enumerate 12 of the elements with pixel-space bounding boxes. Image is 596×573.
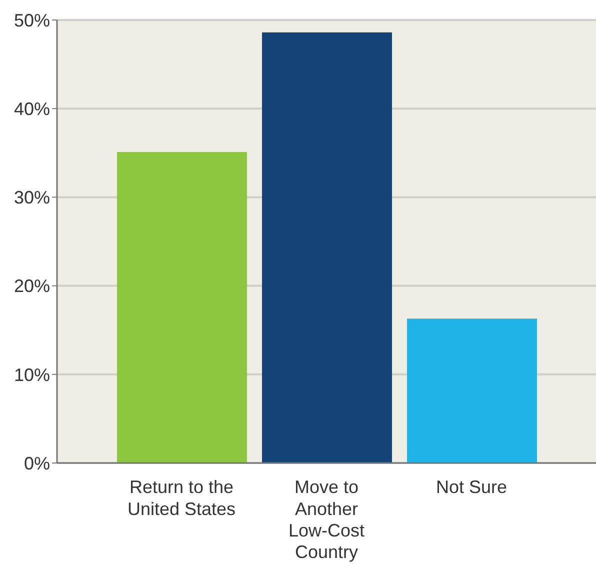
x-tick-label: Return to the United States: [127, 477, 236, 519]
y-tick-label: 50%: [14, 10, 50, 30]
y-tick-label: 10%: [14, 364, 50, 385]
bar: [262, 32, 392, 463]
y-tick-label: 40%: [14, 98, 50, 119]
x-tick-label: Move to Another Low-Cost Country: [288, 477, 365, 562]
x-tick-label: Not Sure: [436, 477, 508, 498]
y-tick-label: 30%: [14, 188, 50, 208]
bar: [117, 152, 247, 463]
y-tick-label: 20%: [14, 276, 50, 296]
y-tick-label: 0%: [24, 453, 50, 474]
bar: [407, 318, 537, 463]
